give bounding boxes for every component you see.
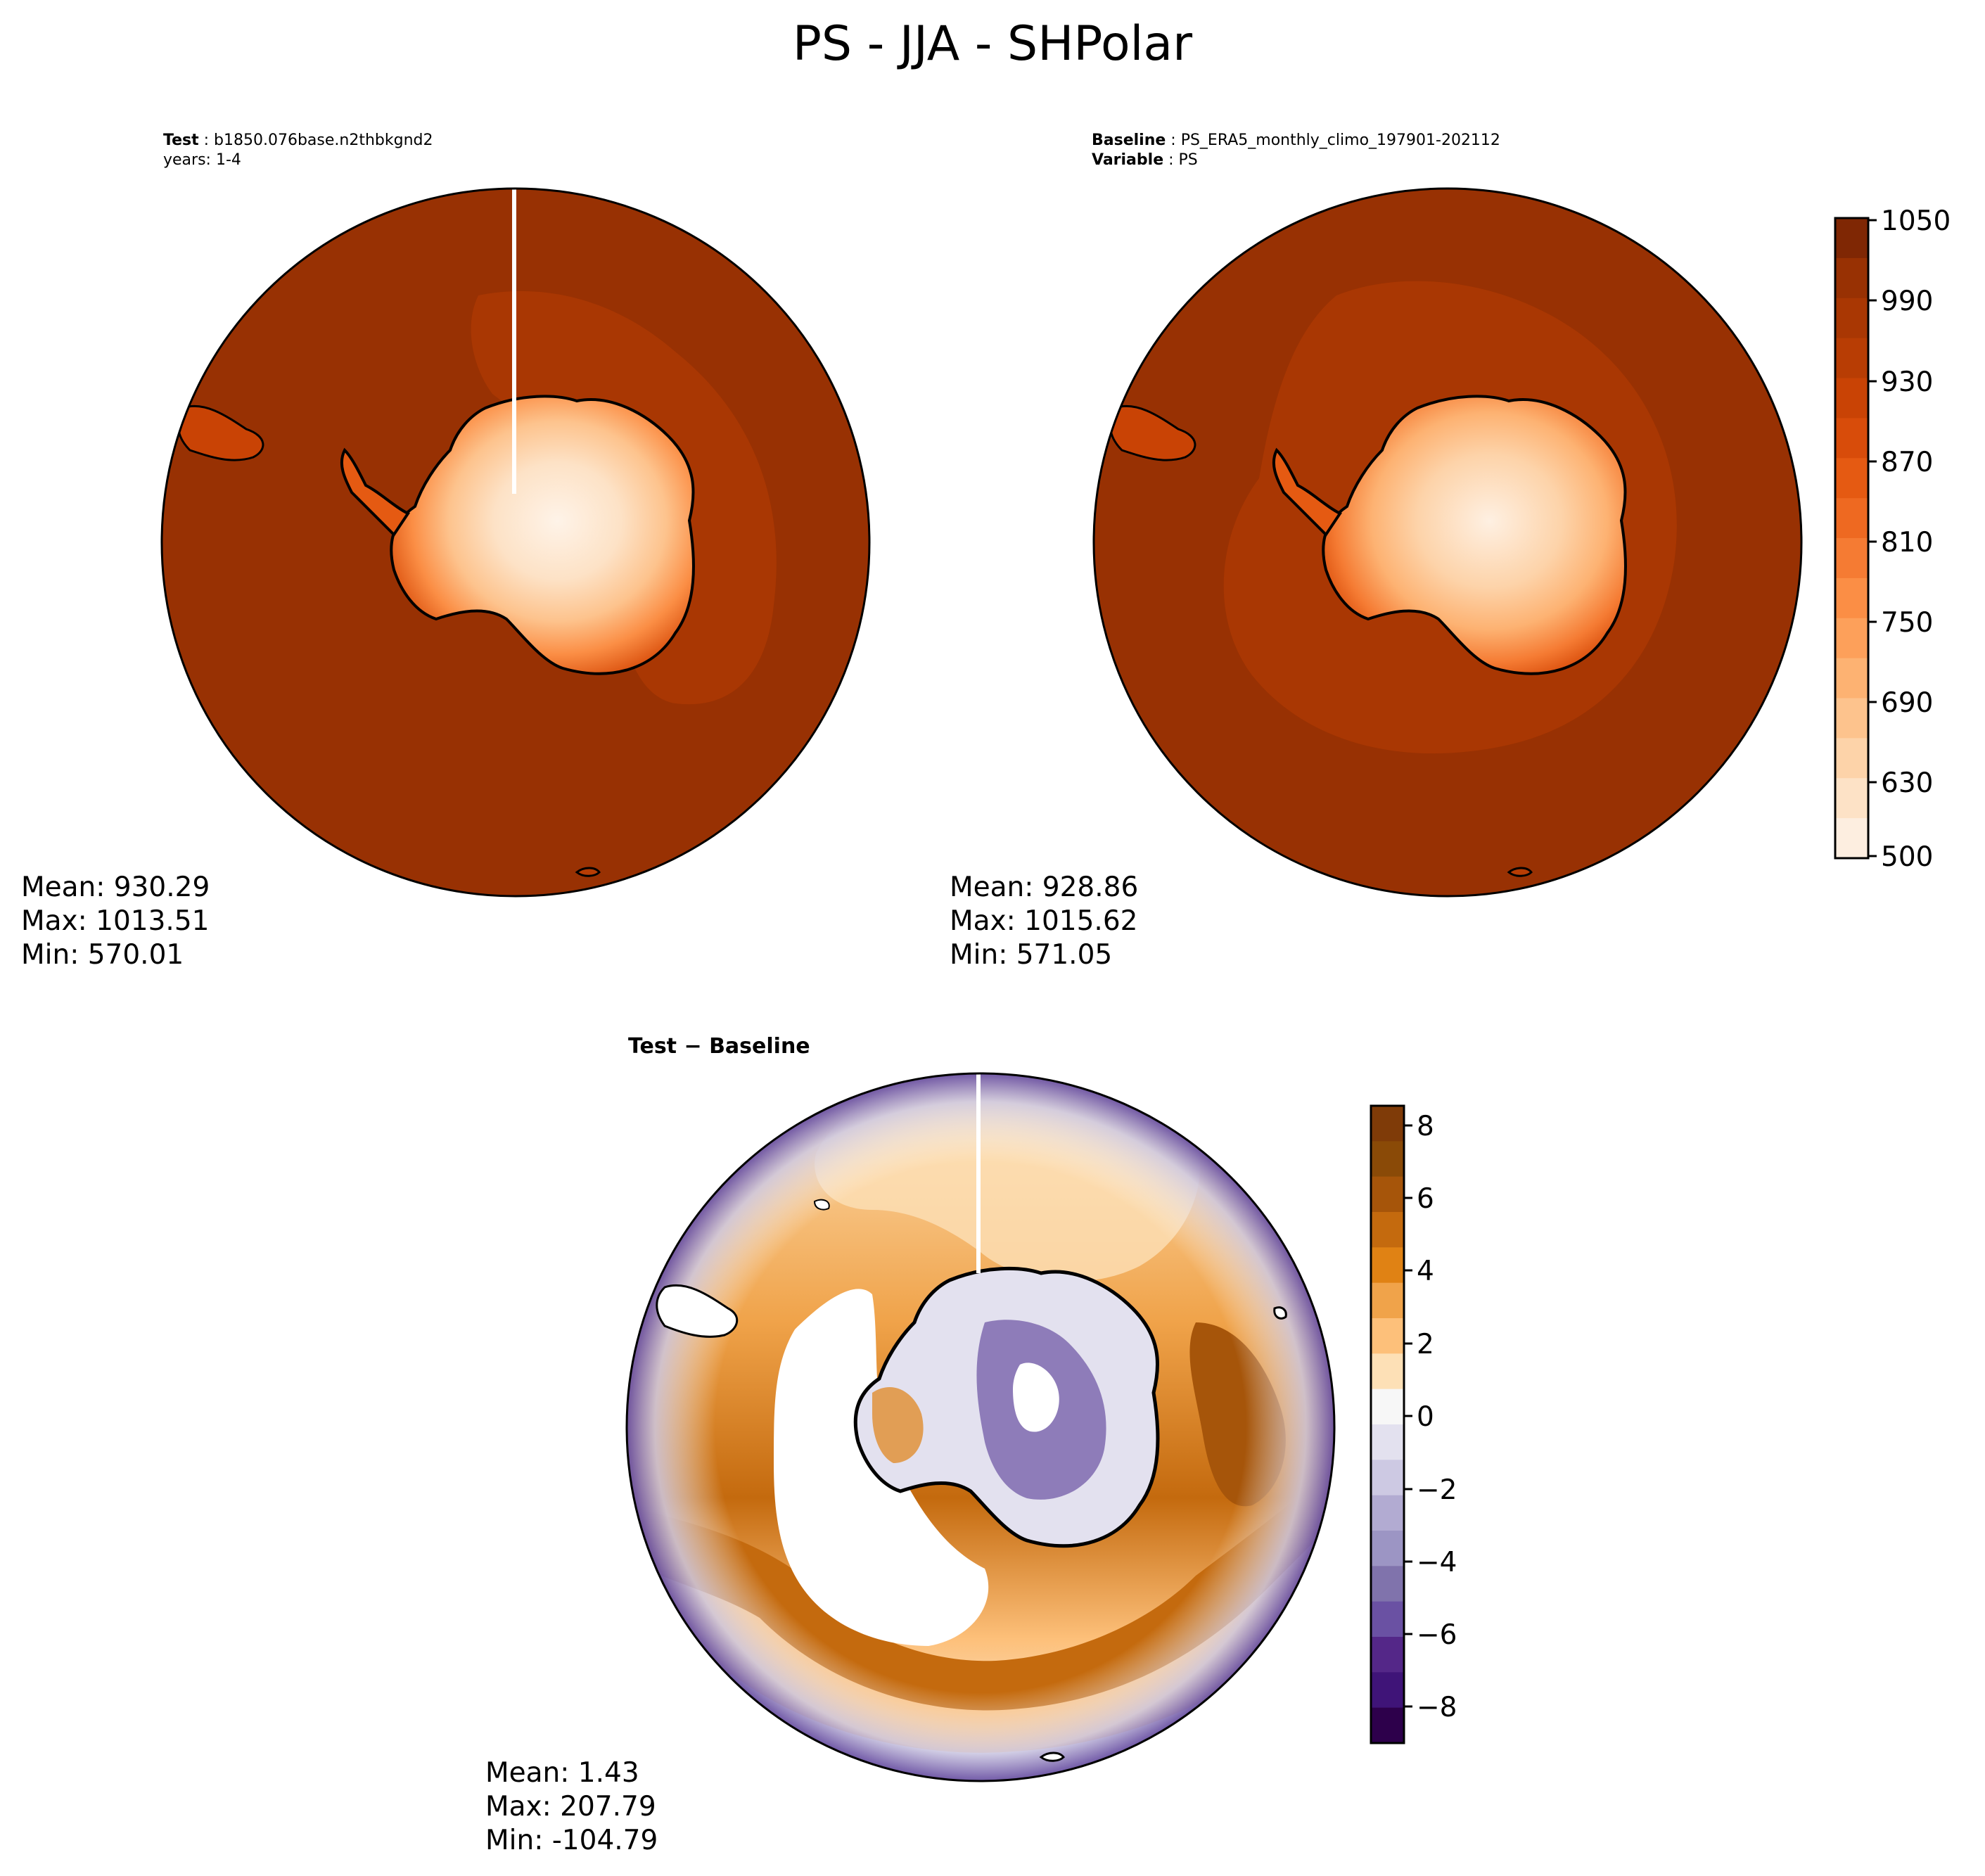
svg-text:Test : b1850.076base.n2thbkgnd: Test : b1850.076base.n2thbkgnd2: [163, 132, 433, 149]
svg-text:Variable : PS: Variable : PS: [1092, 151, 1198, 169]
figure-title: PS - JJA - SHPolar: [793, 16, 1192, 72]
colorbar-tick-label: −8: [1417, 1692, 1457, 1723]
test-mean: Mean: 930.29: [21, 872, 210, 903]
colorbar-band: [1371, 1212, 1404, 1248]
test-max: Max: 1013.51: [21, 905, 209, 937]
colorbar-top-ticks: 1050 990 930 870 810 750 690 630 500: [1868, 205, 1951, 873]
svg-text:Baseline : PS_ERA5_monthly_cli: Baseline : PS_ERA5_monthly_climo_197901-…: [1092, 132, 1500, 149]
difference-map: [627, 1073, 1334, 1781]
colorbar-band: [1371, 1531, 1404, 1566]
baseline-label-key: Baseline: [1092, 132, 1166, 149]
colorbar-band: [1835, 818, 1868, 859]
baseline-max: Max: 1015.62: [950, 905, 1137, 937]
colorbar-band: [1371, 1106, 1404, 1142]
difference-map-border: [625, 1072, 1336, 1782]
colorbar-tick-label: −6: [1417, 1619, 1457, 1651]
test-stats: Mean: 930.29 Max: 1013.51 Min: 570.01: [21, 872, 210, 971]
test-map-border: [160, 187, 871, 898]
test-case-name: b1850.076base.n2thbkgnd2: [214, 132, 433, 149]
test-map: [162, 189, 869, 896]
colorbar-top-frame: [1834, 217, 1870, 860]
colorbar-tick-label: 690: [1881, 687, 1933, 719]
diff-label-op: −: [677, 1034, 709, 1059]
colorbar-tick-label: 6: [1417, 1183, 1434, 1215]
colorbar-band: [1371, 1707, 1404, 1744]
colorbar-band: [1371, 1637, 1404, 1673]
colorbar-band: [1371, 1566, 1404, 1602]
colorbar-tick-label: −2: [1417, 1474, 1457, 1506]
baseline-map: [1094, 189, 1801, 896]
colorbar-band: [1835, 218, 1868, 259]
colorbar-band: [1835, 578, 1868, 619]
colorbar-top: 1050 990 930 870 810 750 690 630 500: [1834, 205, 1951, 873]
colorbar-tick-label: 1050: [1881, 205, 1951, 237]
test-years: years: 1-4: [163, 151, 241, 169]
baseline-case-name: PS_ERA5_monthly_climo_197901-202112: [1181, 132, 1500, 149]
test-label-key: Test: [163, 132, 199, 149]
variable-label-key: Variable: [1092, 151, 1163, 169]
colorbar-band: [1835, 418, 1868, 459]
colorbar-tick-label: 750: [1881, 607, 1933, 639]
colorbar-band: [1835, 257, 1868, 299]
diff-panel-header: Test − Baseline: [628, 1034, 810, 1059]
diff-max: Max: 207.79: [485, 1791, 656, 1823]
colorbar-tick-label: 630: [1881, 767, 1933, 799]
colorbar-band: [1371, 1460, 1404, 1496]
colorbar-band: [1835, 738, 1868, 779]
test-panel-header: Test : b1850.076base.n2thbkgnd2 years: 1…: [163, 132, 433, 169]
colorbar-band: [1835, 378, 1868, 419]
colorbar-tick-label: 2: [1417, 1329, 1434, 1360]
test-min: Min: 570.01: [21, 939, 184, 971]
colorbar-tick-label: 930: [1881, 366, 1933, 398]
colorbar-band: [1371, 1601, 1404, 1638]
colorbar-band: [1835, 338, 1868, 379]
colorbar-band: [1835, 658, 1868, 699]
colorbar-band: [1835, 618, 1868, 659]
baseline-mean: Mean: 928.86: [950, 872, 1138, 903]
baseline-min: Min: 571.05: [950, 939, 1112, 971]
colorbar-band: [1835, 538, 1868, 579]
colorbar-tick-label: 810: [1881, 527, 1933, 559]
colorbar-band: [1835, 778, 1868, 819]
colorbar-band: [1835, 698, 1868, 739]
colorbar-band: [1371, 1353, 1404, 1390]
colorbar-band: [1835, 298, 1868, 339]
colorbar-band: [1371, 1247, 1404, 1284]
diff-stats: Mean: 1.43 Max: 207.79 Min: -104.79: [485, 1757, 658, 1856]
colorbar-band: [1371, 1141, 1404, 1178]
colorbar-diff: 8 6 4 2 0 −2 −4 −6 −8: [1370, 1104, 1457, 1744]
baseline-stats: Mean: 928.86 Max: 1015.62 Min: 571.05: [950, 872, 1138, 971]
colorbar-diff-ticks: 8 6 4 2 0 −2 −4 −6 −8: [1404, 1111, 1457, 1723]
colorbar-tick-label: 4: [1417, 1256, 1434, 1287]
baseline-map-border: [1092, 187, 1803, 898]
baseline-panel-header: Baseline : PS_ERA5_monthly_climo_197901-…: [1092, 132, 1500, 169]
colorbar-band: [1371, 1176, 1404, 1213]
colorbar-band: [1835, 458, 1868, 499]
colorbar-top-bands: [1835, 218, 1868, 859]
colorbar-tick-label: 990: [1881, 286, 1933, 317]
diff-label-test: Test: [628, 1034, 677, 1059]
colorbar-tick-label: −4: [1417, 1547, 1457, 1578]
colorbar-diff-bands: [1371, 1106, 1404, 1744]
diff-mean: Mean: 1.43: [485, 1757, 639, 1789]
colorbar-band: [1371, 1389, 1404, 1425]
colorbar-band: [1371, 1424, 1404, 1460]
diff-min: Min: -104.79: [485, 1825, 658, 1856]
colorbar-band: [1371, 1318, 1404, 1354]
colorbar-band: [1371, 1282, 1404, 1319]
colorbar-band: [1371, 1495, 1404, 1531]
colorbar-diff-frame: [1370, 1104, 1405, 1744]
colorbar-tick-label: 0: [1417, 1401, 1434, 1433]
colorbar-tick-label: 500: [1881, 841, 1933, 873]
colorbar-tick-label: 870: [1881, 447, 1933, 478]
variable-name: PS: [1179, 151, 1198, 169]
colorbar-band: [1371, 1672, 1404, 1709]
colorbar-band: [1835, 498, 1868, 539]
diff-label-baseline: Baseline: [709, 1034, 810, 1059]
colorbar-tick-label: 8: [1417, 1111, 1434, 1142]
